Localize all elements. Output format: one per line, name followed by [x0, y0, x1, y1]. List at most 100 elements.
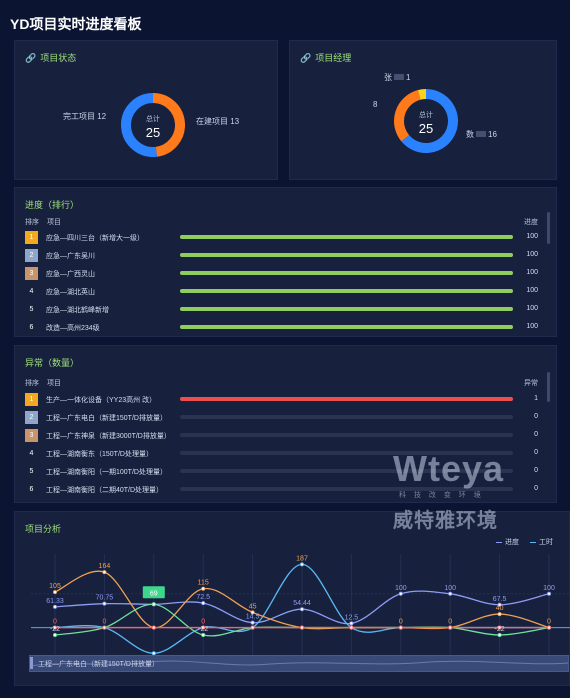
abnormal-col-value: 异常 — [524, 380, 538, 387]
data-point[interactable] — [497, 633, 502, 638]
list-item[interactable]: 3 工程—广东神泉（新建3000T/D排放量） 0 — [25, 429, 542, 443]
progress-bar — [180, 235, 513, 239]
list-item[interactable]: 4 应急—湖北英山 100 — [25, 285, 542, 299]
item-value: 100 — [526, 233, 538, 240]
data-point[interactable] — [102, 570, 107, 575]
data-point[interactable] — [250, 625, 255, 630]
progress-bar — [180, 325, 513, 329]
progress-bar — [180, 487, 513, 491]
donut-segment[interactable] — [152, 93, 185, 157]
data-point[interactable] — [201, 625, 206, 630]
data-point[interactable] — [547, 591, 552, 596]
data-point[interactable] — [299, 607, 304, 612]
manager-donut[interactable]: 总计 25 — [386, 81, 466, 161]
data-point[interactable] — [497, 612, 502, 617]
progress-bar — [180, 271, 513, 275]
progress-bar — [180, 397, 513, 401]
analysis-line-chart[interactable]: 105 164 115 45 187 40 61.33 70.75 72.5 14.5 54.44 1… — [31, 548, 570, 666]
list-item[interactable]: 6 工程—湖南衡阳（二期40T/D处理量） 0 — [25, 483, 542, 497]
watermark-name: 威特雅环境 — [393, 510, 498, 532]
list-item[interactable]: 4 工程—湖南衡东（150T/D处理量） 0 — [25, 447, 542, 461]
status-donut[interactable]: 总计 25 — [113, 85, 193, 165]
data-point[interactable] — [151, 651, 156, 656]
progress-bar-fill — [180, 253, 513, 257]
data-point[interactable] — [448, 625, 453, 630]
data-point[interactable] — [299, 562, 304, 567]
progress-bar — [180, 451, 513, 455]
manager-label-top-value: 1 — [406, 73, 411, 82]
data-point[interactable] — [497, 602, 502, 607]
donut-segment[interactable] — [401, 89, 458, 153]
data-point[interactable] — [349, 625, 354, 630]
item-name: 应急—四川三台（新增大一级） — [46, 235, 144, 242]
data-point[interactable] — [547, 625, 552, 630]
data-point[interactable] — [497, 625, 502, 630]
data-label: 70.75 — [96, 595, 114, 602]
data-label: 54.44 — [293, 600, 311, 607]
data-label: 0 — [399, 619, 403, 626]
data-point[interactable] — [151, 625, 156, 630]
list-item[interactable]: 5 工程—湖南衡阳（一期100T/D处理量） 0 — [25, 465, 542, 479]
data-point[interactable] — [398, 591, 403, 596]
status-title-text: 项目状态 — [40, 53, 77, 63]
data-point[interactable] — [250, 610, 255, 615]
list-item[interactable]: 6 改造—高州234级 100 — [25, 321, 542, 335]
abnormal-col-rank: 排序 — [25, 380, 39, 387]
progress-bar — [180, 289, 513, 293]
manager-label-left: 8 — [373, 100, 378, 109]
manager-title-text: 项目经理 — [315, 53, 352, 63]
data-point[interactable] — [52, 590, 57, 595]
data-point[interactable] — [151, 602, 156, 607]
progress-col-rank: 排序 — [25, 219, 39, 226]
list-item[interactable]: 5 应急—湖北鹤峰新增 100 — [25, 303, 542, 317]
progress-bar-fill — [180, 325, 513, 329]
data-point[interactable] — [52, 633, 57, 638]
rank-badge: 4 — [29, 450, 34, 457]
data-point[interactable] — [250, 620, 255, 625]
data-point[interactable] — [201, 633, 206, 638]
list-item[interactable]: 1 应急—四川三台（新增大一级） 100 — [25, 231, 542, 245]
data-point[interactable] — [201, 586, 206, 591]
data-label: 67.5 — [493, 596, 507, 603]
data-point[interactable] — [299, 625, 304, 630]
abnormal-col-project: 项目 — [47, 380, 61, 387]
list-item[interactable]: 2 工程—广东电白（新建150T/D排放量） 0 — [25, 411, 542, 425]
data-point[interactable] — [201, 601, 206, 606]
data-label: 14.5 — [246, 614, 260, 621]
data-zoom-slider[interactable]: 工程—广东电白（新建150T/D排放量） — [29, 655, 569, 672]
progress-bar — [180, 415, 513, 419]
pin-icon: 🔗 — [25, 53, 37, 63]
data-point[interactable] — [102, 601, 107, 606]
legend-item-progress[interactable]: 进度 — [496, 537, 519, 547]
status-panel: 🔗 项目状态 总计 25 完工项目 12 在建项目 13 — [14, 40, 278, 180]
data-point[interactable] — [52, 604, 57, 609]
donut-segment[interactable] — [394, 90, 421, 142]
rank-badge: 2 — [25, 411, 38, 424]
data-point[interactable] — [52, 625, 57, 630]
item-name: 应急—广西灵山 — [46, 271, 95, 278]
donut-segment[interactable] — [121, 93, 158, 157]
data-point[interactable] — [102, 625, 107, 630]
list-item[interactable]: 1 生产—一体化设备（YY23高州 改） 1 — [25, 393, 542, 407]
progress-panel: 进度（排行） 排序 项目 进度 1 应急—四川三台（新增大一级） 100 2 应急—广东… — [14, 187, 557, 337]
data-point[interactable] — [448, 591, 453, 596]
legend-item-hours[interactable]: 工时 — [530, 537, 553, 547]
progress-scrollbar[interactable] — [547, 212, 550, 244]
donut-segment[interactable] — [418, 89, 427, 100]
abnormal-panel-title: 异常（数量） — [25, 358, 80, 368]
item-name: 改造—高州234级 — [46, 325, 100, 332]
item-value: 100 — [526, 323, 538, 330]
list-item[interactable]: 3 应急—广西灵山 100 — [25, 267, 542, 281]
slider-handle-left[interactable] — [30, 657, 33, 669]
data-label: 187 — [296, 555, 308, 562]
data-point[interactable] — [349, 621, 354, 626]
rank-badge: 1 — [25, 393, 38, 406]
item-value: 0 — [534, 485, 538, 492]
list-item[interactable]: 2 应急—广东吴川 100 — [25, 249, 542, 263]
status-center-label: 总计 — [146, 114, 160, 123]
status-left-label: 完工项目 12 — [63, 112, 107, 121]
data-point[interactable] — [398, 625, 403, 630]
abnormal-scrollbar[interactable] — [547, 372, 550, 402]
